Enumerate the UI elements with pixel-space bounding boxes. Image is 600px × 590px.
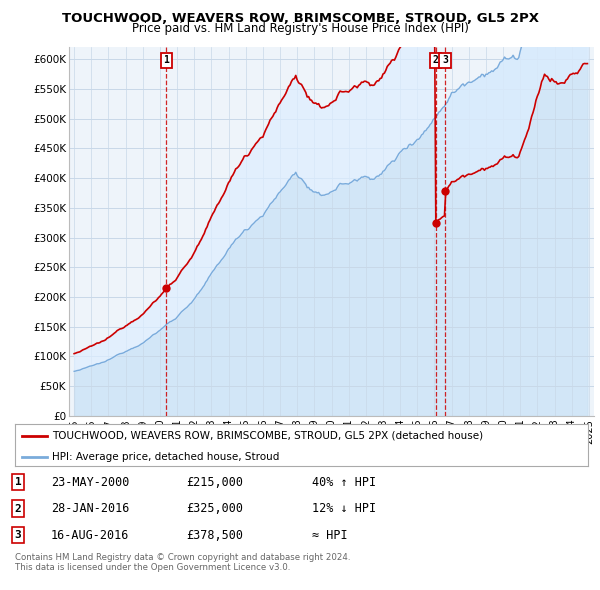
Text: 1: 1 bbox=[14, 477, 22, 487]
Text: Contains HM Land Registry data © Crown copyright and database right 2024.: Contains HM Land Registry data © Crown c… bbox=[15, 553, 350, 562]
Text: ≈ HPI: ≈ HPI bbox=[312, 529, 347, 542]
Text: 3: 3 bbox=[442, 55, 448, 65]
Text: 16-AUG-2016: 16-AUG-2016 bbox=[51, 529, 130, 542]
Text: £378,500: £378,500 bbox=[186, 529, 243, 542]
Text: This data is licensed under the Open Government Licence v3.0.: This data is licensed under the Open Gov… bbox=[15, 563, 290, 572]
Text: TOUCHWOOD, WEAVERS ROW, BRIMSCOMBE, STROUD, GL5 2PX (detached house): TOUCHWOOD, WEAVERS ROW, BRIMSCOMBE, STRO… bbox=[52, 431, 484, 441]
Text: 23-MAY-2000: 23-MAY-2000 bbox=[51, 476, 130, 489]
Text: TOUCHWOOD, WEAVERS ROW, BRIMSCOMBE, STROUD, GL5 2PX: TOUCHWOOD, WEAVERS ROW, BRIMSCOMBE, STRO… bbox=[62, 12, 539, 25]
Text: £325,000: £325,000 bbox=[186, 502, 243, 515]
Text: £215,000: £215,000 bbox=[186, 476, 243, 489]
Text: 40% ↑ HPI: 40% ↑ HPI bbox=[312, 476, 376, 489]
Text: Price paid vs. HM Land Registry's House Price Index (HPI): Price paid vs. HM Land Registry's House … bbox=[131, 22, 469, 35]
Text: 12% ↓ HPI: 12% ↓ HPI bbox=[312, 502, 376, 515]
Text: 3: 3 bbox=[14, 530, 22, 540]
Text: 2: 2 bbox=[433, 55, 439, 65]
Text: 1: 1 bbox=[164, 55, 169, 65]
Text: HPI: Average price, detached house, Stroud: HPI: Average price, detached house, Stro… bbox=[52, 452, 280, 462]
Text: 2: 2 bbox=[14, 504, 22, 513]
Text: 28-JAN-2016: 28-JAN-2016 bbox=[51, 502, 130, 515]
